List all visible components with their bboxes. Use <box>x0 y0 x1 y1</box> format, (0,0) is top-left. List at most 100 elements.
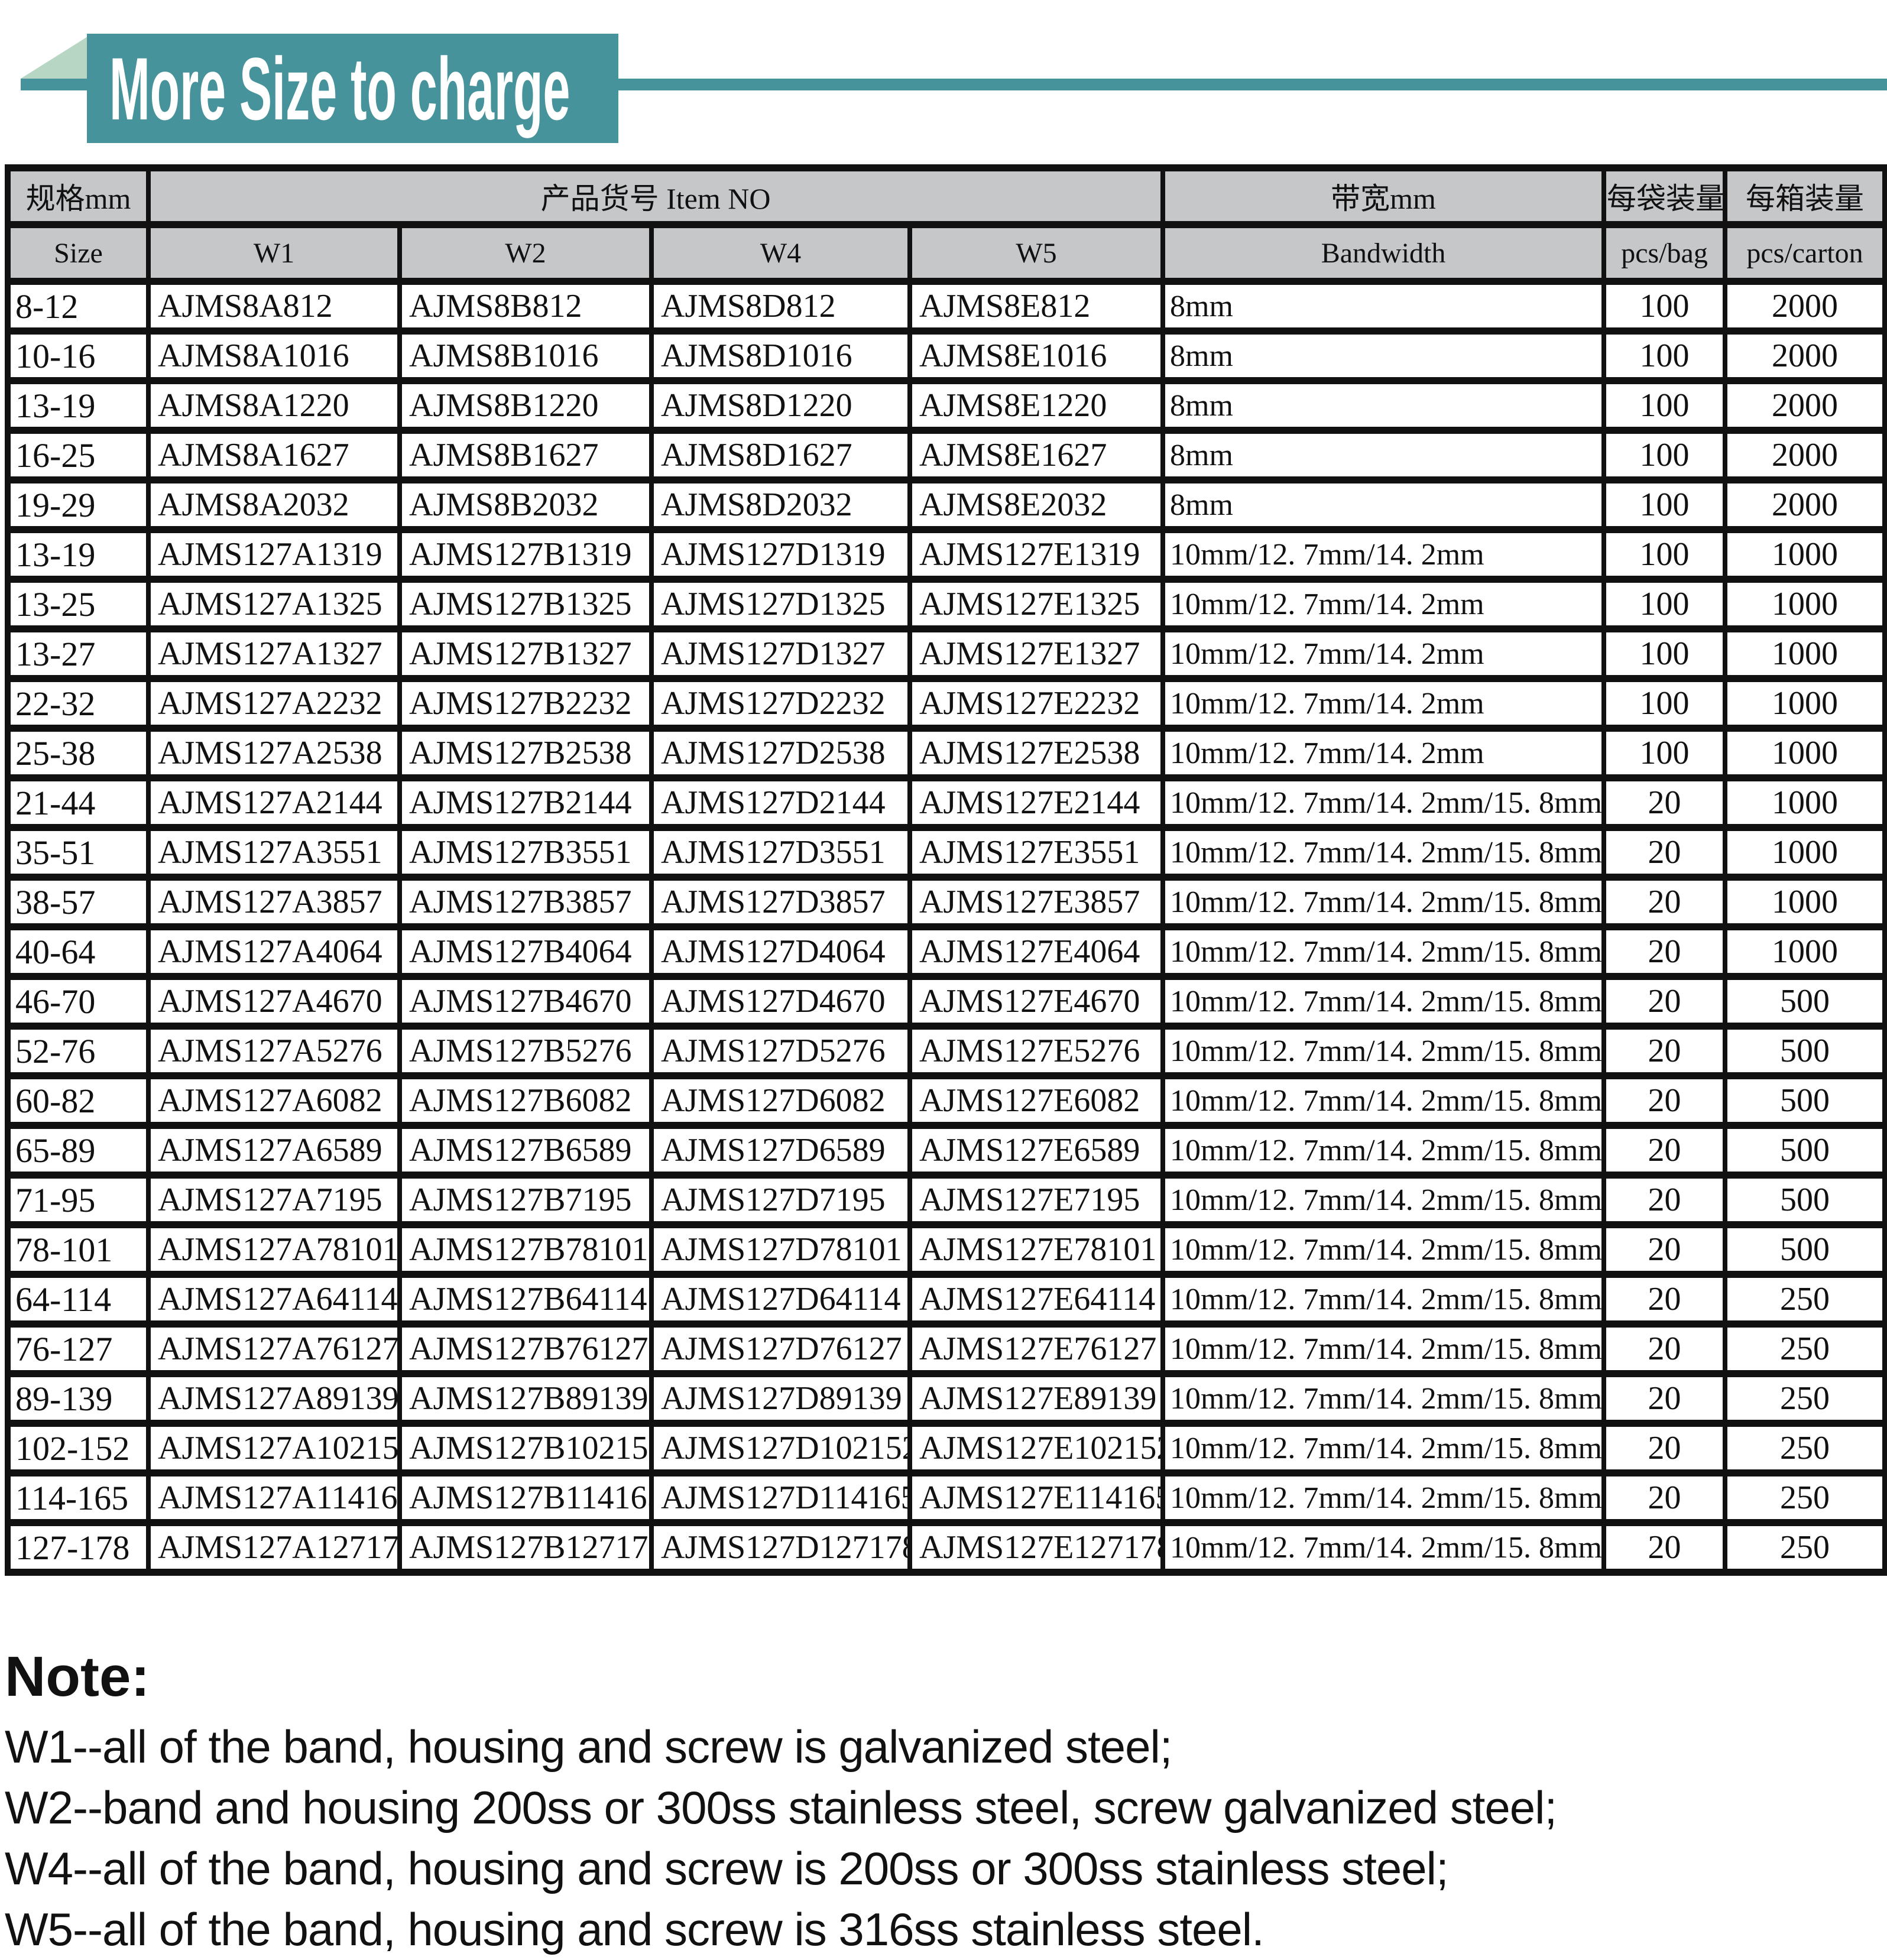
cell-pcs-carton: 250 <box>1723 1469 1887 1526</box>
cell-w2-item-no: AJMS127B127178 <box>397 1519 654 1576</box>
table-row: 52-76 AJMS127A5276 AJMS127B5276 AJMS127D… <box>5 1023 1887 1079</box>
cell-w4-item-no: AJMS127D114165 <box>649 1469 912 1526</box>
cell-pcs-bag: 20 <box>1601 1172 1728 1228</box>
cell-bandwidth: 10mm/12. 7mm/14. 2mm/15. 8mm <box>1160 774 1607 831</box>
cell-bandwidth: 8mm <box>1160 476 1607 533</box>
cell-w2-item-no: AJMS127B3551 <box>397 824 654 881</box>
cell-w2-item-no: AJMS8B1220 <box>397 377 654 434</box>
cell-pcs-carton: 250 <box>1723 1370 1887 1427</box>
cell-w5-item-no: AJMS127E2144 <box>907 774 1166 831</box>
cell-w2-item-no: AJMS8B812 <box>397 278 654 335</box>
table-row: 25-38 AJMS127A2538 AJMS127B2538 AJMS127D… <box>5 725 1887 781</box>
table-row: 13-25 AJMS127A1325 AJMS127B1325 AJMS127D… <box>5 576 1887 632</box>
cell-w4-item-no: AJMS127D78101 <box>649 1221 912 1278</box>
cell-w5-item-no: AJMS8E1016 <box>907 327 1166 384</box>
cell-w2-item-no: AJMS127B2232 <box>397 675 654 732</box>
table-row: 35-51 AJMS127A3551 AJMS127B3551 AJMS127D… <box>5 824 1887 881</box>
banner: More Size to charge <box>0 0 1887 164</box>
cell-size: 71-95 <box>5 1172 151 1228</box>
table-row: 19-29 AJMS8A2032 AJMS8B2032 AJMS8D2032 A… <box>5 476 1887 533</box>
cell-w5-item-no: AJMS127E3857 <box>907 874 1166 930</box>
cell-pcs-bag: 100 <box>1601 278 1728 335</box>
cell-size: 89-139 <box>5 1370 151 1427</box>
note-section: Note: W1--all of the band, housing and s… <box>5 1646 1882 1960</box>
header-size: Size <box>5 221 151 285</box>
cell-size: 38-57 <box>5 874 151 930</box>
header-pcs-bag: pcs/bag <box>1601 221 1728 285</box>
cell-pcs-bag: 100 <box>1601 625 1728 682</box>
cell-pcs-bag: 20 <box>1601 874 1728 930</box>
table-row: 21-44 AJMS127A2144 AJMS127B2144 AJMS127D… <box>5 774 1887 831</box>
header-row-cn: 规格mm 产品货号 Item NO 带宽mm 每袋装量 每箱装量 <box>5 164 1887 228</box>
cell-w2-item-no: AJMS127B78101 <box>397 1221 654 1278</box>
cell-bandwidth: 10mm/12. 7mm/14. 2mm/15. 8mm <box>1160 1370 1607 1427</box>
cell-size: 46-70 <box>5 973 151 1030</box>
cell-w5-item-no: AJMS8E1220 <box>907 377 1166 434</box>
cell-w1-item-no: AJMS127A6082 <box>146 1072 402 1129</box>
cell-w1-item-no: AJMS127A78101 <box>146 1221 402 1278</box>
table-row: 38-57 AJMS127A3857 AJMS127B3857 AJMS127D… <box>5 874 1887 930</box>
cell-pcs-carton: 2000 <box>1723 278 1887 335</box>
cell-w2-item-no: AJMS8B1627 <box>397 427 654 483</box>
cell-size: 102-152 <box>5 1420 151 1477</box>
cell-pcs-bag: 20 <box>1601 1420 1728 1477</box>
cell-w5-item-no: AJMS127E64114 <box>907 1271 1166 1328</box>
cell-size: 76-127 <box>5 1320 151 1377</box>
cell-pcs-carton: 2000 <box>1723 327 1887 384</box>
header-bandwidth-mm: 带宽mm <box>1160 164 1607 228</box>
cell-w5-item-no: AJMS127E5276 <box>907 1023 1166 1079</box>
cell-w2-item-no: AJMS127B6082 <box>397 1072 654 1129</box>
cell-w2-item-no: AJMS127B114165 <box>397 1469 654 1526</box>
cell-w1-item-no: AJMS127A127178 <box>146 1519 402 1576</box>
cell-w1-item-no: AJMS8A2032 <box>146 476 402 533</box>
cell-w2-item-no: AJMS127B64114 <box>397 1271 654 1328</box>
table-row: 13-19 AJMS127A1319 AJMS127B1319 AJMS127D… <box>5 526 1887 583</box>
cell-w5-item-no: AJMS8E2032 <box>907 476 1166 533</box>
cell-w2-item-no: AJMS127B2538 <box>397 725 654 781</box>
note-line-w4: W4--all of the band, housing and screw i… <box>5 1842 1449 1894</box>
cell-pcs-bag: 100 <box>1601 526 1728 583</box>
table-row: 13-19 AJMS8A1220 AJMS8B1220 AJMS8D1220 A… <box>5 377 1887 434</box>
cell-w4-item-no: AJMS8D812 <box>649 278 912 335</box>
cell-w4-item-no: AJMS127D4064 <box>649 923 912 980</box>
note-heading: Note: <box>5 1645 150 1708</box>
cell-w1-item-no: AJMS8A812 <box>146 278 402 335</box>
cell-w5-item-no: AJMS127E4064 <box>907 923 1166 980</box>
cell-w5-item-no: AJMS127E6082 <box>907 1072 1166 1129</box>
cell-w2-item-no: AJMS127B89139 <box>397 1370 654 1427</box>
cell-size: 25-38 <box>5 725 151 781</box>
cell-size: 21-44 <box>5 774 151 831</box>
cell-w5-item-no: AJMS127E76127 <box>907 1320 1166 1377</box>
cell-w5-item-no: AJMS127E127178 <box>907 1519 1166 1576</box>
cell-bandwidth: 8mm <box>1160 327 1607 384</box>
cell-pcs-carton: 250 <box>1723 1320 1887 1377</box>
cell-w4-item-no: AJMS127D2232 <box>649 675 912 732</box>
cell-w5-item-no: AJMS127E7195 <box>907 1172 1166 1228</box>
cell-w2-item-no: AJMS127B1327 <box>397 625 654 682</box>
cell-bandwidth: 10mm/12. 7mm/14. 2mm <box>1160 725 1607 781</box>
cell-w5-item-no: AJMS127E1319 <box>907 526 1166 583</box>
cell-bandwidth: 10mm/12. 7mm/14. 2mm/15. 8mm <box>1160 1420 1607 1477</box>
cell-size: 52-76 <box>5 1023 151 1079</box>
cell-pcs-carton: 2000 <box>1723 427 1887 483</box>
table-row: 10-16 AJMS8A1016 AJMS8B1016 AJMS8D1016 A… <box>5 327 1887 384</box>
header-pcs-carton: pcs/carton <box>1723 221 1887 285</box>
header-bandwidth: Bandwidth <box>1160 221 1607 285</box>
cell-w1-item-no: AJMS127A76127 <box>146 1320 402 1377</box>
cell-pcs-carton: 1000 <box>1723 725 1887 781</box>
table-row: 78-101 AJMS127A78101 AJMS127B78101 AJMS1… <box>5 1221 1887 1278</box>
table-row: 76-127 AJMS127A76127 AJMS127B76127 AJMS1… <box>5 1320 1887 1377</box>
cell-w1-item-no: AJMS127A2538 <box>146 725 402 781</box>
table-row: 127-178 AJMS127A127178 AJMS127B127178 AJ… <box>5 1519 1887 1576</box>
cell-bandwidth: 10mm/12. 7mm/14. 2mm <box>1160 576 1607 632</box>
cell-size: 64-114 <box>5 1271 151 1328</box>
note-line-w5: W5--all of the band, housing and screw i… <box>5 1903 1265 1955</box>
cell-w1-item-no: AJMS127A4064 <box>146 923 402 980</box>
cell-pcs-carton: 1000 <box>1723 625 1887 682</box>
cell-w2-item-no: AJMS127B6589 <box>397 1122 654 1179</box>
cell-w5-item-no: AJMS8E1627 <box>907 427 1166 483</box>
cell-w1-item-no: AJMS127A5276 <box>146 1023 402 1079</box>
cell-bandwidth: 8mm <box>1160 278 1607 335</box>
cell-pcs-carton: 500 <box>1723 1122 1887 1179</box>
header-size-mm: 规格mm <box>5 164 151 228</box>
